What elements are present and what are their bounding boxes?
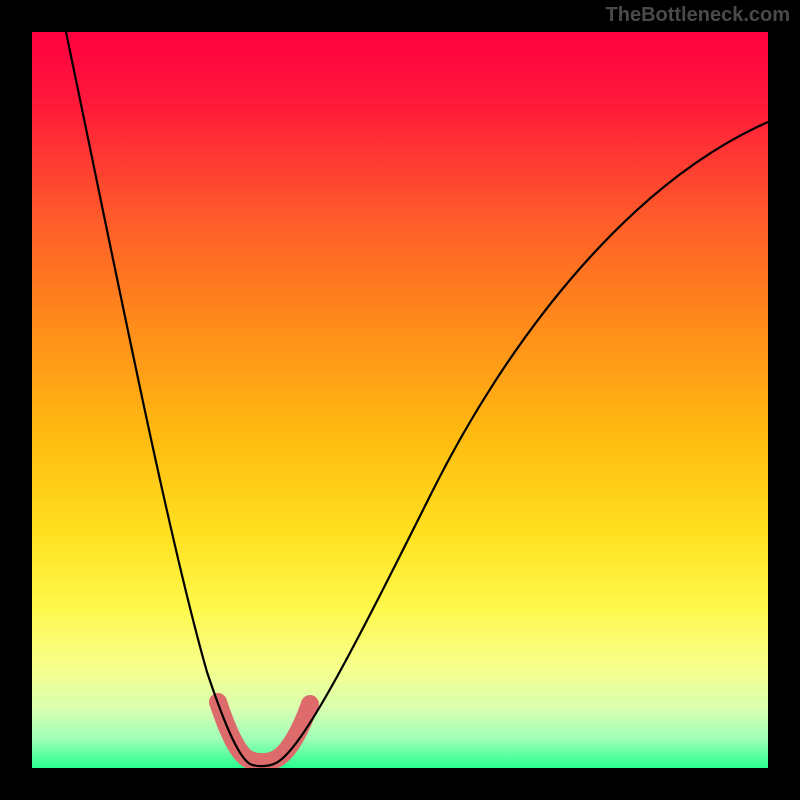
bottleneck-curve — [66, 32, 768, 766]
plot-area — [32, 32, 768, 768]
valley-marker — [218, 702, 310, 762]
curve-layer — [32, 32, 768, 768]
watermark-text: TheBottleneck.com — [606, 4, 790, 27]
